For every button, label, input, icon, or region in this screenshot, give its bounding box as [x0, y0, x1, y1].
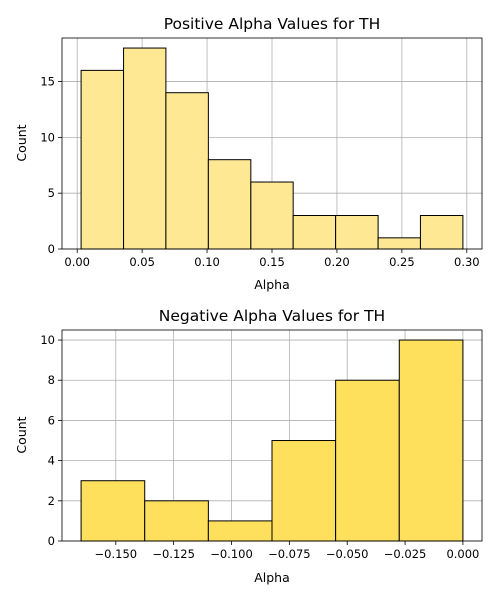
x-tick-label: −0.150 [95, 547, 138, 561]
x-tick-label: −0.100 [210, 547, 253, 561]
x-tick-label: −0.125 [152, 547, 195, 561]
positive-alpha-chart: Positive Alpha Values for TH 0.00 0.05 0.1… [14, 15, 483, 292]
y-tick-label: 0 [48, 534, 55, 548]
bars [80, 339, 464, 542]
y-tick-label: 5 [48, 186, 55, 200]
plot-frame [61, 329, 483, 542]
x-tick-label: −0.025 [384, 547, 427, 561]
ticks: 0.00 0.05 0.10 0.15 0.20 0.25 0.30 0 5 10 15 [40, 75, 479, 269]
x-tick-label: −0.050 [326, 547, 369, 561]
x-axis-label: Alpha [254, 277, 290, 292]
chart-title: Positive Alpha Values for TH [164, 15, 381, 33]
x-tick-label: 0.25 [389, 255, 415, 269]
x-axis-label: Alpha [254, 570, 290, 585]
y-tick-label: 15 [40, 75, 55, 89]
histogram-bar [419, 215, 464, 250]
histogram-bar [207, 159, 252, 250]
y-axis-label: Count [14, 124, 29, 161]
x-tick-label: 0.20 [324, 255, 350, 269]
y-tick-label: 2 [48, 494, 55, 508]
x-tick-label: 0.15 [259, 255, 285, 269]
histogram-bar [335, 215, 379, 250]
y-axis-label: Count [14, 416, 29, 453]
x-tick-label: 0.00 [64, 255, 90, 269]
histogram-bar [335, 379, 400, 542]
histogram-bar [123, 47, 167, 250]
chart-title: Negative Alpha Values for TH [159, 307, 385, 325]
x-tick-label: −0.075 [268, 547, 311, 561]
histogram-bar [80, 480, 146, 542]
histogram-bar [207, 520, 273, 542]
histogram-bar [165, 92, 209, 250]
histogram-bar [271, 440, 337, 542]
y-tick-label: 10 [40, 130, 55, 144]
histogram-bar [398, 339, 464, 542]
histogram-bar [377, 237, 421, 250]
y-tick-label: 8 [48, 373, 55, 387]
y-tick-label: 4 [48, 454, 55, 468]
ticks: −0.150 −0.125 −0.100 −0.075 −0.050 −0.025 0.00… [40, 333, 479, 561]
y-tick-label: 6 [48, 413, 55, 427]
negative-alpha-chart: Negative Alpha Values for TH −0.150 −0.12… [14, 307, 483, 585]
histogram-bar [144, 500, 209, 542]
x-tick-label: 0.000 [446, 547, 479, 561]
histogram-bar [80, 69, 125, 250]
bars [80, 47, 464, 250]
x-tick-label: 0.05 [129, 255, 155, 269]
x-tick-label: 0.10 [194, 255, 220, 269]
histogram-bar [292, 215, 337, 250]
histogram-bar [250, 181, 294, 250]
y-tick-label: 10 [40, 333, 55, 347]
y-tick-label: 0 [48, 242, 55, 256]
x-tick-label: 0.30 [454, 255, 480, 269]
